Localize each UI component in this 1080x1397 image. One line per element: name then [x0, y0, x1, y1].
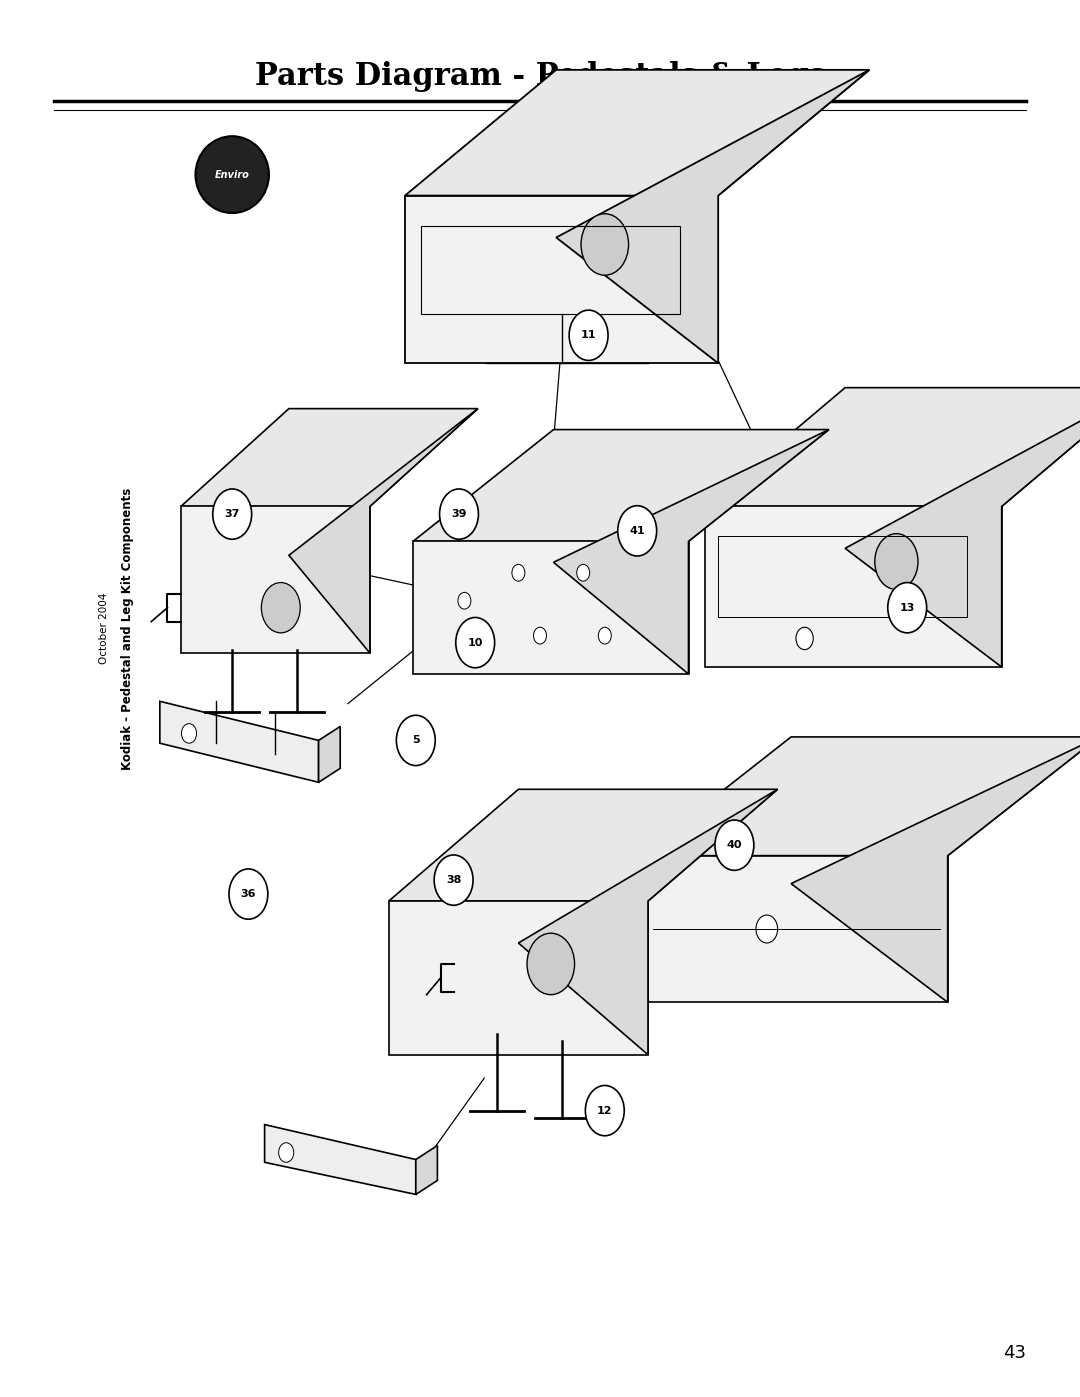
- Circle shape: [213, 489, 252, 539]
- Circle shape: [577, 564, 590, 581]
- Polygon shape: [181, 507, 369, 654]
- Text: 10: 10: [468, 637, 483, 648]
- Circle shape: [458, 592, 471, 609]
- Text: 43: 43: [1003, 1344, 1026, 1362]
- Polygon shape: [846, 388, 1080, 668]
- Text: 39: 39: [451, 509, 467, 520]
- Polygon shape: [556, 70, 869, 363]
- Text: October 2004: October 2004: [98, 592, 109, 665]
- Polygon shape: [639, 855, 948, 1003]
- Circle shape: [598, 627, 611, 644]
- Circle shape: [527, 933, 575, 995]
- Text: 12: 12: [597, 1105, 612, 1116]
- Polygon shape: [389, 789, 778, 901]
- Text: Enviro: Enviro: [215, 169, 249, 180]
- Text: 41: 41: [630, 525, 645, 536]
- Polygon shape: [639, 738, 1080, 855]
- Text: 38: 38: [446, 875, 461, 886]
- Circle shape: [396, 715, 435, 766]
- Circle shape: [569, 310, 608, 360]
- Ellipse shape: [195, 137, 269, 214]
- Polygon shape: [414, 542, 689, 675]
- Circle shape: [756, 915, 778, 943]
- Circle shape: [261, 583, 300, 633]
- Text: Parts Diagram - Pedestals & Legs: Parts Diagram - Pedestals & Legs: [255, 61, 825, 92]
- Text: 36: 36: [241, 888, 256, 900]
- Circle shape: [581, 214, 629, 275]
- Circle shape: [512, 564, 525, 581]
- Circle shape: [618, 506, 657, 556]
- Polygon shape: [518, 789, 778, 1055]
- Polygon shape: [405, 70, 869, 196]
- Polygon shape: [405, 196, 718, 363]
- Polygon shape: [160, 701, 319, 782]
- Text: 40: 40: [727, 840, 742, 851]
- Circle shape: [229, 869, 268, 919]
- Text: 13: 13: [900, 602, 915, 613]
- Circle shape: [440, 489, 478, 539]
- Polygon shape: [554, 430, 829, 675]
- Polygon shape: [416, 1146, 437, 1194]
- Text: 37: 37: [225, 509, 240, 520]
- Circle shape: [796, 627, 813, 650]
- Polygon shape: [791, 738, 1080, 1003]
- Polygon shape: [181, 408, 477, 507]
- Polygon shape: [705, 507, 1002, 668]
- Circle shape: [279, 1143, 294, 1162]
- Circle shape: [715, 820, 754, 870]
- Circle shape: [585, 1085, 624, 1136]
- Circle shape: [534, 627, 546, 644]
- Circle shape: [434, 855, 473, 905]
- Polygon shape: [389, 901, 648, 1055]
- Text: 11: 11: [581, 330, 596, 341]
- Polygon shape: [705, 388, 1080, 507]
- Polygon shape: [414, 430, 829, 542]
- Polygon shape: [319, 726, 340, 782]
- Circle shape: [888, 583, 927, 633]
- Text: Kodiak - Pedestal and Leg Kit Components: Kodiak - Pedestal and Leg Kit Components: [121, 488, 134, 770]
- Circle shape: [456, 617, 495, 668]
- Text: 5: 5: [411, 735, 420, 746]
- Polygon shape: [265, 1125, 416, 1194]
- Polygon shape: [289, 408, 477, 654]
- Circle shape: [875, 534, 918, 590]
- Circle shape: [181, 724, 197, 743]
